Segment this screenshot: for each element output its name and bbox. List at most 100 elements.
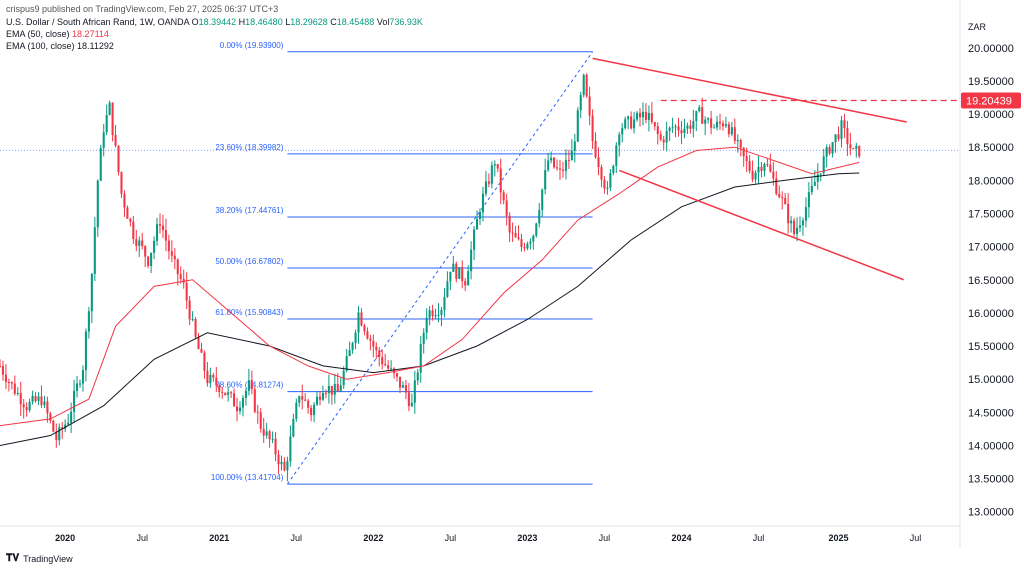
- candle-body: [227, 392, 230, 395]
- fib-diagonal-line: [286, 51, 594, 485]
- ohlc-key-h: H: [236, 17, 246, 27]
- candle-body: [846, 127, 849, 145]
- candle-body: [858, 145, 861, 157]
- candle-body: [464, 281, 467, 286]
- candle-body: [310, 407, 313, 416]
- candle-body: [253, 389, 256, 412]
- candle-body: [241, 398, 244, 408]
- candle-body: [478, 212, 482, 220]
- candle-body: [520, 239, 523, 248]
- candle-body: [733, 127, 736, 141]
- candle-body: [473, 229, 476, 250]
- ema100-legend[interactable]: EMA (100, close) 18.11292: [6, 41, 114, 51]
- ohlc-value-h: 18.46480: [245, 17, 283, 27]
- candle-body: [582, 74, 585, 95]
- candle-body: [102, 132, 105, 149]
- y-tick-label: 13.50000: [968, 474, 1014, 486]
- candle-body: [514, 233, 517, 238]
- candle-body: [558, 168, 562, 170]
- candle-body: [647, 113, 650, 120]
- candle-body: [748, 161, 751, 171]
- candle-body: [87, 311, 90, 332]
- candle-body: [295, 402, 298, 419]
- candle-body: [129, 218, 132, 222]
- candle-body: [191, 319, 194, 321]
- ohlc-key-l: L: [282, 17, 291, 27]
- candle-body: [784, 198, 787, 204]
- candle-body: [37, 396, 40, 402]
- candle-body: [431, 310, 434, 317]
- symbol-name[interactable]: U.S. Dollar / South African Rand, 1W, OA…: [6, 17, 190, 27]
- candle-body: [22, 404, 25, 408]
- candle-body: [760, 166, 763, 171]
- candle-body: [852, 148, 855, 150]
- candle-body: [289, 436, 292, 462]
- candle-body: [736, 140, 739, 142]
- candle-body: [147, 256, 150, 266]
- x-tick-label: Jul: [599, 533, 611, 543]
- x-tick-label: 2021: [209, 533, 229, 543]
- candle-body: [78, 383, 82, 385]
- candle-body: [532, 235, 535, 242]
- candle-body: [440, 309, 443, 315]
- candle-body: [327, 385, 330, 394]
- candle-body: [375, 346, 378, 351]
- candle-body: [446, 281, 449, 297]
- candle-body: [200, 348, 203, 353]
- candle-body: [1, 366, 5, 375]
- candle-body: [793, 220, 796, 234]
- tradingview-branding[interactable]: 𝐓𝐕 TradingView: [6, 553, 73, 564]
- candle-body: [61, 427, 64, 429]
- candle-body: [541, 189, 544, 211]
- candle-body: [7, 382, 10, 384]
- brand-name: TradingView: [23, 553, 73, 564]
- candlesticks: [0, 73, 861, 482]
- candle-body: [413, 380, 416, 403]
- candle-body: [650, 113, 653, 123]
- candle-body: [230, 392, 233, 394]
- candle-body: [188, 300, 191, 320]
- candle-body: [0, 365, 2, 367]
- candle-body: [674, 126, 677, 128]
- candle-body: [206, 370, 209, 384]
- candle-body: [458, 267, 461, 279]
- candle-body: [597, 157, 600, 168]
- candle-body: [718, 121, 722, 124]
- candle-body: [819, 173, 822, 175]
- candle-body: [31, 395, 34, 402]
- candle-body: [93, 227, 96, 274]
- y-tick-label: 18.50000: [968, 142, 1014, 154]
- ema50-legend[interactable]: EMA (50, close) 18.27114: [6, 29, 109, 39]
- fib-level-label: 38.20% (17.44761): [215, 206, 283, 215]
- fib-level-label: 100.00% (13.41704): [211, 473, 284, 482]
- candle-body: [781, 197, 784, 199]
- candle-body: [185, 282, 188, 301]
- candle-body: [218, 385, 221, 392]
- candle-body: [452, 263, 455, 272]
- tradingview-logo-icon: 𝐓𝐕: [6, 553, 20, 564]
- candle-body: [256, 411, 259, 413]
- candle-body: [250, 380, 253, 390]
- candle-body: [351, 343, 354, 351]
- candle-body: [363, 325, 366, 332]
- x-tick-label: Jul: [136, 533, 148, 543]
- candle-body: [724, 124, 727, 127]
- candle-body: [813, 181, 816, 186]
- candle-body: [831, 142, 834, 154]
- candle-body: [67, 422, 70, 425]
- candle-body: [778, 193, 781, 198]
- candle-body: [825, 147, 828, 157]
- candle-body: [561, 169, 564, 171]
- ema50-value: 18.27114: [72, 29, 109, 39]
- ohlc-key-o: O: [191, 17, 199, 27]
- resistance-price-tag: [961, 92, 1021, 109]
- candle-body: [236, 406, 239, 412]
- candle-body: [739, 140, 742, 148]
- candle-body: [721, 123, 724, 127]
- x-tick-label: 2025: [829, 533, 849, 543]
- candle-body: [653, 122, 656, 127]
- candle-body: [150, 252, 153, 266]
- candle-body: [585, 74, 588, 97]
- candle-body: [633, 119, 636, 129]
